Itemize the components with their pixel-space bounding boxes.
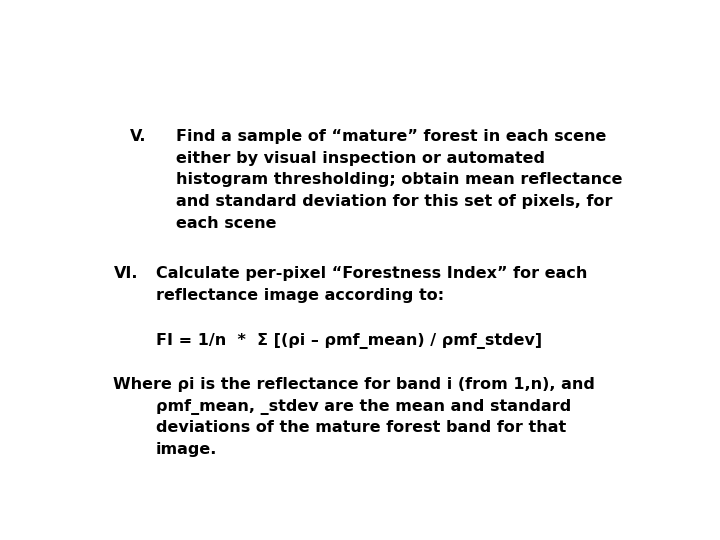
Text: either by visual inspection or automated: either by visual inspection or automated [176,151,546,166]
Text: Calculate per-pixel “Forestness Index” for each: Calculate per-pixel “Forestness Index” f… [156,266,588,281]
Text: reflectance image according to:: reflectance image according to: [156,288,444,303]
Text: Find a sample of “mature” forest in each scene: Find a sample of “mature” forest in each… [176,129,607,144]
Text: V.: V. [130,129,147,144]
Text: Where ρi is the reflectance for band i (from 1,n), and: Where ρi is the reflectance for band i (… [114,377,595,392]
Text: FI = 1/n  *  Σ [(ρi – ρmf_mean) / ρmf_stdev]: FI = 1/n * Σ [(ρi – ρmf_mean) / ρmf_stde… [156,333,542,349]
Text: histogram thresholding; obtain mean reflectance: histogram thresholding; obtain mean refl… [176,172,623,187]
Text: and standard deviation for this set of pixels, for: and standard deviation for this set of p… [176,194,613,209]
Text: each scene: each scene [176,216,277,231]
Text: ρmf_mean, _stdev are the mean and standard: ρmf_mean, _stdev are the mean and standa… [156,399,571,415]
Text: VI.: VI. [114,266,138,281]
Text: deviations of the mature forest band for that: deviations of the mature forest band for… [156,420,566,435]
Text: image.: image. [156,442,217,457]
